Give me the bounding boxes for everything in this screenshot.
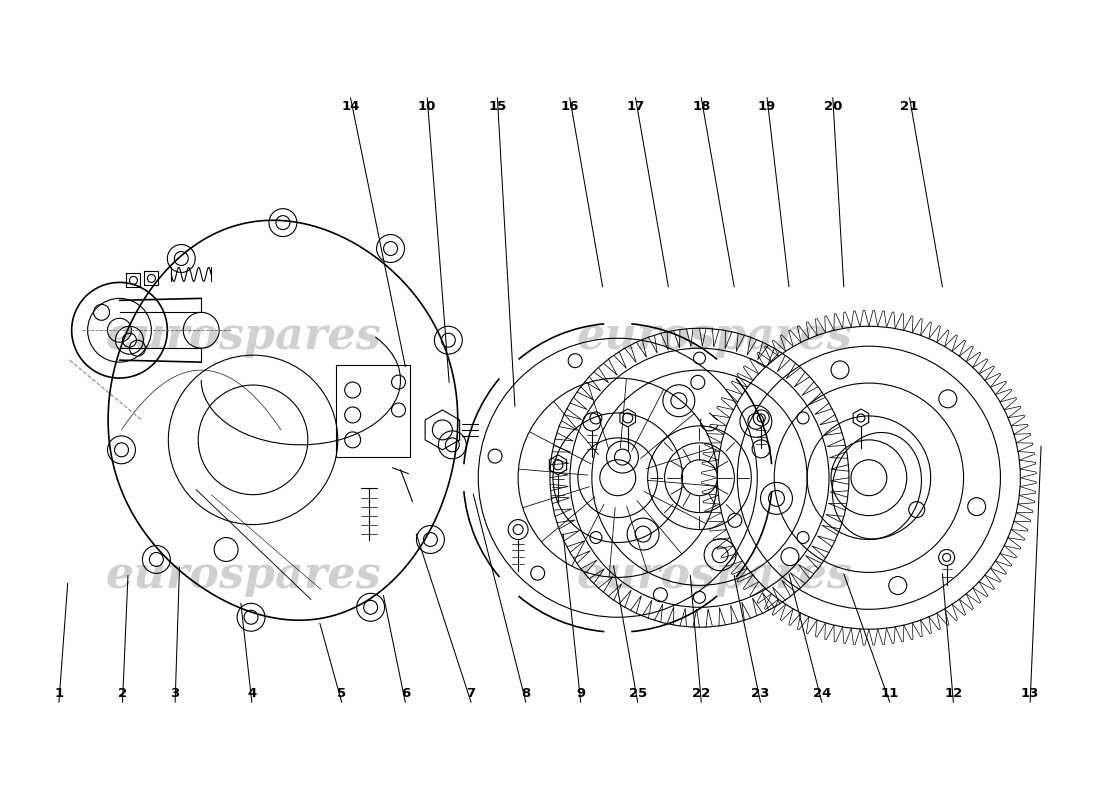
Text: 3: 3 [170, 687, 179, 700]
Text: 7: 7 [466, 687, 475, 700]
Text: 15: 15 [488, 100, 506, 113]
Text: eurospares: eurospares [576, 554, 852, 597]
Text: 16: 16 [561, 100, 579, 113]
Text: 5: 5 [338, 687, 346, 700]
Text: eurospares: eurospares [106, 314, 381, 358]
Text: 11: 11 [881, 687, 899, 700]
Text: 14: 14 [341, 100, 360, 113]
Text: 22: 22 [692, 687, 711, 700]
Text: 24: 24 [813, 687, 830, 700]
Text: 2: 2 [118, 687, 128, 700]
Text: 12: 12 [944, 687, 962, 700]
Text: 6: 6 [400, 687, 410, 700]
Text: 9: 9 [576, 687, 585, 700]
Text: 19: 19 [758, 100, 777, 113]
Text: eurospares: eurospares [106, 554, 381, 597]
Text: 4: 4 [248, 687, 256, 700]
Text: 25: 25 [628, 687, 647, 700]
Text: 1: 1 [54, 687, 64, 700]
Text: 8: 8 [521, 687, 530, 700]
Text: 21: 21 [901, 100, 918, 113]
Text: 17: 17 [626, 100, 645, 113]
Text: 20: 20 [824, 100, 842, 113]
Text: 13: 13 [1021, 687, 1040, 700]
Text: 23: 23 [751, 687, 770, 700]
Text: 10: 10 [418, 100, 437, 113]
Text: eurospares: eurospares [576, 314, 852, 358]
Text: 18: 18 [692, 100, 711, 113]
